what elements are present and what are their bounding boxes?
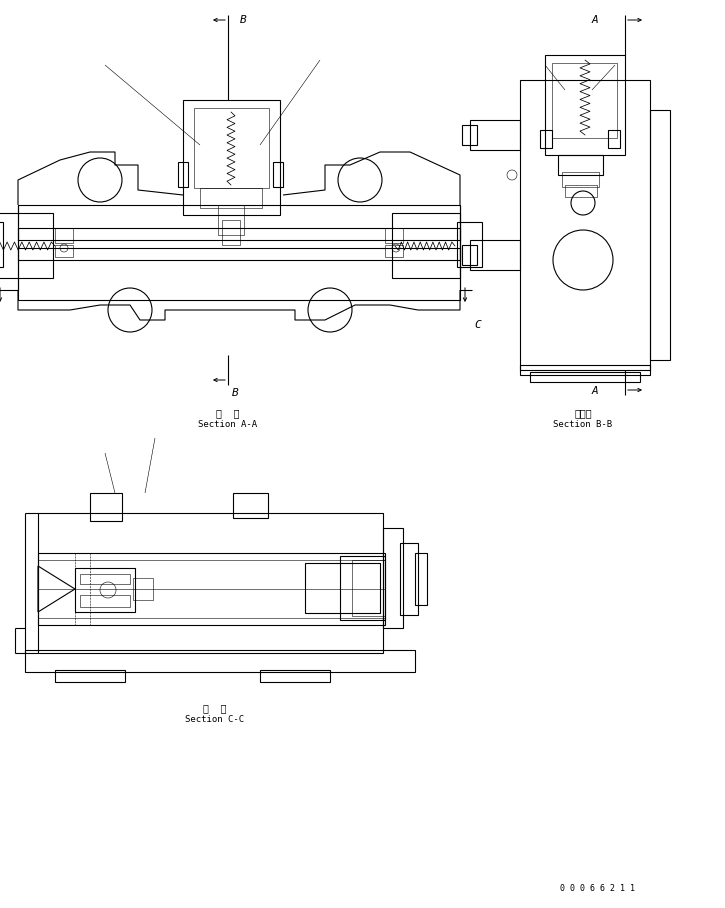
Text: Section A-A: Section A-A	[199, 420, 257, 429]
Bar	[218, 205, 244, 235]
Bar	[552, 63, 617, 138]
Bar	[38, 513, 383, 653]
Bar	[520, 80, 650, 370]
Bar	[470, 240, 520, 270]
Bar	[38, 560, 385, 618]
Text: B: B	[240, 15, 247, 25]
Bar	[18, 205, 460, 300]
Bar	[305, 563, 380, 613]
Text: 0 0 0 6 6 2 1 1: 0 0 0 6 6 2 1 1	[560, 884, 635, 893]
Bar	[385, 245, 403, 257]
Text: 断  面: 断 面	[216, 408, 240, 418]
Bar	[0, 213, 53, 278]
Bar	[75, 568, 135, 612]
Bar	[80, 595, 130, 607]
Bar	[545, 55, 625, 155]
Bar	[470, 120, 520, 150]
Bar	[260, 670, 330, 682]
Bar	[457, 222, 482, 267]
Bar	[462, 125, 477, 145]
Bar	[383, 528, 403, 628]
Text: Section B-B: Section B-B	[553, 420, 613, 429]
Bar	[194, 108, 269, 188]
Bar	[55, 670, 125, 682]
Bar	[462, 245, 477, 265]
Bar	[562, 172, 599, 187]
Text: B: B	[232, 388, 239, 398]
Bar	[133, 578, 153, 600]
Bar	[233, 493, 268, 518]
Bar	[90, 493, 122, 521]
Bar	[0, 222, 3, 267]
Bar	[352, 560, 385, 616]
Bar	[25, 650, 415, 672]
Text: Section C-C: Section C-C	[186, 715, 244, 724]
Text: 断  面: 断 面	[203, 703, 227, 713]
Text: A: A	[592, 386, 598, 396]
Bar	[385, 228, 403, 243]
Bar	[392, 213, 460, 278]
Bar	[178, 162, 188, 187]
Text: A: A	[592, 15, 598, 25]
Bar	[55, 228, 73, 243]
Text: C: C	[475, 320, 481, 330]
Bar	[80, 574, 130, 584]
Bar	[222, 220, 240, 245]
Bar	[38, 553, 385, 625]
Bar	[340, 556, 385, 620]
Bar	[520, 365, 650, 375]
Bar	[540, 130, 552, 148]
Text: 断　面: 断 面	[574, 408, 592, 418]
Bar	[650, 110, 670, 360]
Bar	[273, 162, 283, 187]
Bar	[55, 245, 73, 257]
Bar	[558, 155, 603, 175]
Bar	[415, 553, 427, 605]
Bar	[565, 185, 597, 197]
Bar	[183, 100, 280, 215]
Bar	[18, 248, 460, 260]
Bar	[608, 130, 620, 148]
Bar	[18, 228, 460, 240]
Bar	[530, 372, 640, 382]
Bar	[400, 543, 418, 615]
Bar	[200, 188, 262, 208]
